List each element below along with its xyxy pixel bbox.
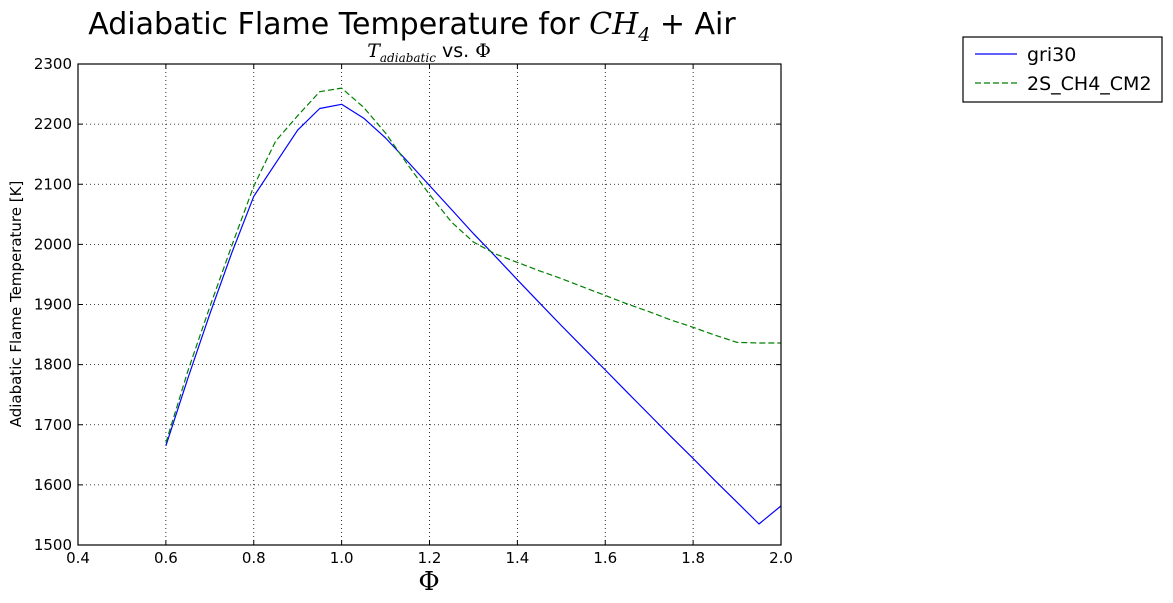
x-tick-label: 0.4 xyxy=(66,549,90,567)
y-tick-label: 2300 xyxy=(34,55,72,73)
y-tick-label: 1700 xyxy=(34,416,72,434)
chart-title-suffix: + Air xyxy=(650,7,736,42)
x-tick-label: 1.4 xyxy=(505,549,529,567)
y-tick-labels: 1500 1600 1700 1800 1900 2000 2100 2200 2300 xyxy=(34,55,72,554)
legend-label-gri30: gri30 xyxy=(1027,44,1076,66)
x-tick-labels: 0.4 0.6 0.8 1.0 1.2 1.4 1.6 1.8 2.0 xyxy=(66,549,793,567)
y-tick-label: 2100 xyxy=(34,175,72,193)
y-tick-label: 1800 xyxy=(34,356,72,374)
y-tick-label: 1500 xyxy=(34,536,72,554)
y-axis-label: Adiabatic Flame Temperature [K] xyxy=(7,181,25,428)
y-tick-label: 2000 xyxy=(34,235,72,253)
x-tick-label: 0.8 xyxy=(242,549,266,567)
chart-subtitle-symbol: Φ xyxy=(475,40,491,62)
y-tick-label: 1900 xyxy=(34,296,72,314)
chart-subtitle-middle: vs. xyxy=(436,40,475,62)
grid xyxy=(78,64,781,545)
legend: gri30 2S_CH4_CM2 xyxy=(962,36,1163,103)
x-tick-label: 1.8 xyxy=(681,549,705,567)
x-tick-label: 1.0 xyxy=(330,549,354,567)
x-axis-label: Φ xyxy=(418,567,439,597)
legend-label-2s-ch4-cm2: 2S_CH4_CM2 xyxy=(1027,73,1152,95)
series-line-gri30 xyxy=(165,103,782,525)
series-lines xyxy=(165,87,782,525)
ticks xyxy=(77,63,782,546)
x-tick-label: 1.6 xyxy=(593,549,617,567)
chart-subtitle: Tadiabatic vs. Φ xyxy=(367,40,491,65)
chart-subtitle-math: T xyxy=(367,40,381,62)
chart-title-prefix: Adiabatic Flame Temperature for xyxy=(88,7,589,42)
x-tick-label: 2.0 xyxy=(769,549,793,567)
y-tick-label: 1600 xyxy=(34,476,72,494)
chart-title-math: CH xyxy=(589,7,639,42)
legend-box xyxy=(962,36,1163,103)
chart-subtitle-math-sub: adiabatic xyxy=(380,51,436,65)
x-tick-label: 0.6 xyxy=(154,549,178,567)
chart-title: Adiabatic Flame Temperature for CH4 + Ai… xyxy=(88,7,736,46)
chart-title-math-sub: 4 xyxy=(637,24,650,46)
y-tick-label: 2200 xyxy=(34,115,72,133)
x-tick-label: 1.2 xyxy=(418,549,442,567)
series-line-2s-ch4-cm2 xyxy=(165,87,781,443)
